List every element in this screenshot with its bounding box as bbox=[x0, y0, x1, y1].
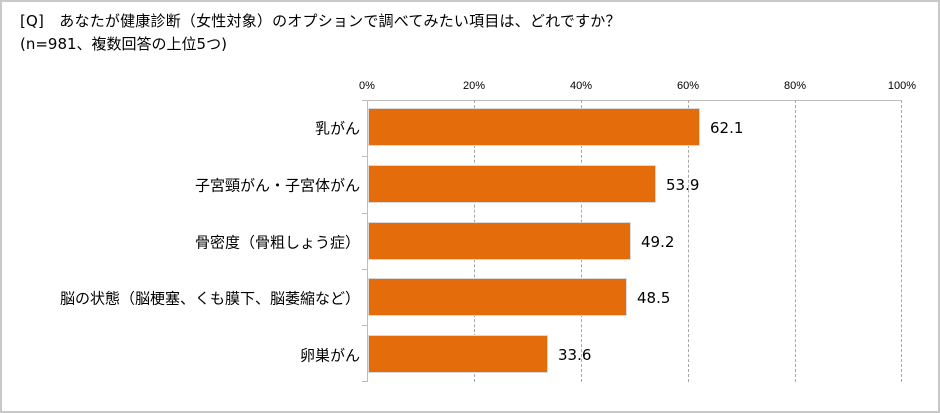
y-tickmark bbox=[362, 325, 367, 326]
category-label: 乳がん bbox=[314, 119, 360, 138]
x-tick-100: 100% bbox=[887, 80, 917, 92]
gridline-80 bbox=[795, 100, 796, 382]
value-label: 53.9 bbox=[666, 176, 700, 194]
y-tickmark bbox=[362, 381, 367, 382]
category-label: 骨密度（骨粗しょう症） bbox=[194, 233, 360, 252]
x-tick-60: 60% bbox=[676, 80, 700, 92]
value-label: 48.5 bbox=[637, 289, 671, 307]
x-axis-line bbox=[367, 100, 902, 101]
y-axis-line bbox=[367, 100, 368, 382]
y-tickmark bbox=[362, 100, 367, 101]
bar-breast-cancer bbox=[368, 108, 700, 146]
value-label: 49.2 bbox=[641, 233, 675, 251]
bar-cervical-uterine-cancer bbox=[368, 165, 656, 203]
value-label: 33.6 bbox=[558, 346, 592, 364]
gridline-60 bbox=[688, 100, 689, 382]
chart-question: [Q] あなたが健康診断（女性対象）のオプションで調べてみたい項目は、どれですか… bbox=[20, 12, 621, 30]
chart-sample-note: (n=981、複数回答の上位5つ) bbox=[20, 35, 227, 53]
value-label: 62.1 bbox=[710, 119, 744, 137]
bar-brain-condition bbox=[368, 278, 627, 316]
y-tickmark bbox=[362, 213, 367, 214]
bar-bone-density bbox=[368, 222, 631, 260]
category-label: 脳の状態（脳梗塞、くも膜下、脳萎縮など） bbox=[59, 289, 360, 308]
x-tick-40: 40% bbox=[569, 80, 593, 92]
plot-area: 62.1 53.9 49.2 48.5 33.6 bbox=[362, 100, 902, 382]
bar-ovarian-cancer bbox=[368, 335, 548, 373]
x-tick-0: 0% bbox=[359, 80, 375, 92]
gridline-100 bbox=[901, 100, 902, 382]
y-tickmark bbox=[362, 269, 367, 270]
x-tick-20: 20% bbox=[462, 80, 486, 92]
category-label: 子宮頸がん・子宮体がん bbox=[194, 176, 360, 195]
y-tickmark bbox=[362, 156, 367, 157]
x-tick-80: 80% bbox=[783, 80, 807, 92]
category-label: 卵巣がん bbox=[299, 346, 360, 365]
